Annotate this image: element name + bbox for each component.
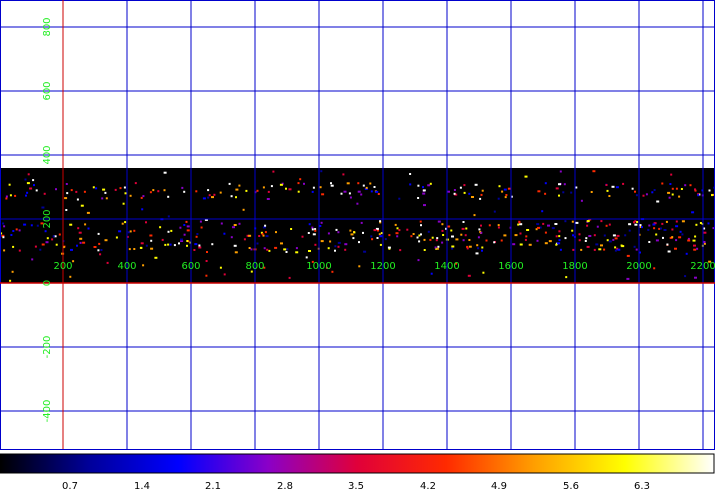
colorbar-tick-labels: 0.7 1.4 2.1 2.8 3.5 4.2 4.9 5.6 6.3 [0, 481, 715, 495]
colorbar-tick-label: 4.9 [491, 481, 507, 492]
coordinate-axes [0, 0, 715, 449]
x-tick-label: 400 [117, 261, 136, 272]
y-tick-label: 0 [42, 280, 53, 286]
y-axis-tick-labels: 800 600 400 200 0 -200 -400 [42, 17, 53, 422]
x-tick-label: 1200 [370, 261, 395, 272]
colorbar-tick-label: 1.4 [134, 481, 150, 492]
y-tick-label: 400 [42, 145, 53, 164]
colorbar-tick-label: 5.6 [563, 481, 579, 492]
x-tick-label: 2200 [690, 261, 715, 272]
y-tick-label: 200 [42, 209, 53, 228]
x-axis-tick-labels: 200 400 600 800 1000 1200 1400 1600 1800 2000 2200 [53, 261, 715, 272]
colorbar[interactable] [0, 453, 715, 474]
coordinate-grid [0, 0, 715, 450]
x-tick-label: 1000 [306, 261, 331, 272]
x-tick-label: 1400 [434, 261, 459, 272]
x-tick-label: 200 [53, 261, 72, 272]
colorbar-tick-label: 6.3 [634, 481, 650, 492]
y-tick-label: -200 [42, 336, 53, 359]
x-tick-label: 2000 [626, 261, 651, 272]
y-tick-label: -400 [42, 400, 53, 423]
x-tick-label: 1600 [498, 261, 523, 272]
colorbar-tick-label: 2.1 [205, 481, 221, 492]
colorbar-tick-label: 2.8 [277, 481, 293, 492]
y-tick-label: 800 [42, 17, 53, 36]
image-data-band [0, 168, 715, 283]
x-tick-label: 1800 [562, 261, 587, 272]
colorbar-tick-label: 3.5 [348, 481, 364, 492]
y-tick-label: 600 [42, 81, 53, 100]
colorbar-tick-label: 4.2 [420, 481, 436, 492]
x-tick-label: 800 [245, 261, 264, 272]
colorbar-tick-label: 0.7 [62, 481, 78, 492]
x-tick-label: 600 [181, 261, 200, 272]
